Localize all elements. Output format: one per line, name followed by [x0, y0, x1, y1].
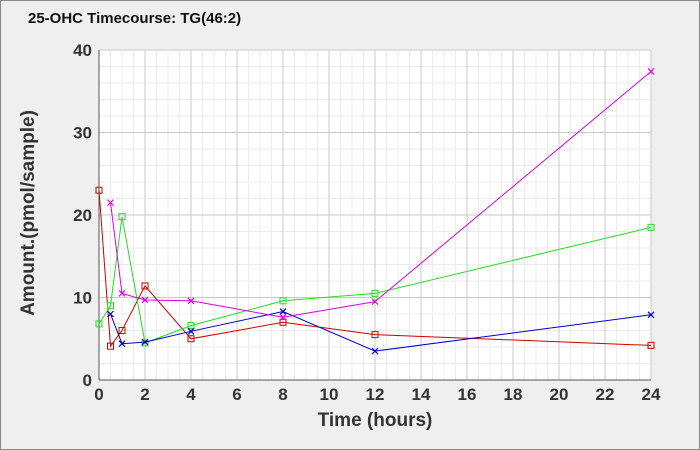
- data-point: [187, 322, 195, 330]
- data-point: [187, 297, 195, 305]
- x-tick-label: 12: [366, 385, 385, 404]
- data-point: [279, 313, 287, 321]
- x-tick-label: 8: [278, 385, 287, 404]
- series-4: [107, 68, 655, 321]
- data-point: [279, 308, 287, 315]
- x-tick-label: 6: [232, 385, 241, 404]
- x-tick-label: 2: [140, 385, 149, 404]
- data-point: [279, 297, 287, 305]
- series-3: [107, 308, 655, 355]
- data-point: [647, 311, 655, 319]
- series-1: [95, 186, 655, 350]
- data-point: [187, 327, 195, 335]
- y-tick-label: 30: [73, 124, 92, 143]
- data-point: [647, 341, 655, 349]
- data-point: [371, 347, 379, 355]
- x-tick-label: 24: [642, 385, 661, 404]
- axes: [98, 50, 651, 381]
- data-point: [647, 68, 655, 75]
- x-tick-label: 16: [458, 385, 477, 404]
- grid: [98, 49, 652, 381]
- data-point: [107, 199, 114, 207]
- x-tick-label: 4: [186, 385, 196, 404]
- data-point: [107, 310, 114, 318]
- data-point: [107, 342, 114, 350]
- y-axis-label: Amount.(pmol/sample): [18, 110, 39, 316]
- data-point: [141, 282, 149, 290]
- series-line: [98, 216, 652, 344]
- data-point: [107, 302, 114, 310]
- data-point: [371, 331, 379, 339]
- chart-title: 25-OHC Timecourse: TG(46:2): [28, 10, 242, 27]
- x-tick-label: 0: [94, 385, 103, 404]
- y-tick-label: 0: [83, 371, 92, 390]
- data-point: [141, 296, 149, 304]
- data-point: [118, 327, 126, 334]
- data-point: [279, 318, 287, 326]
- y-tick-label: 20: [73, 206, 92, 225]
- x-tick-label: 20: [550, 385, 569, 404]
- y-tick-label: 10: [73, 289, 92, 308]
- data-point: [141, 339, 149, 347]
- series-layer: [95, 68, 655, 355]
- data-point: [371, 289, 379, 297]
- x-axis-label: Time (hours): [318, 410, 433, 431]
- data-point: [95, 186, 103, 194]
- x-tick-label: 18: [504, 385, 523, 404]
- x-tick-label: 14: [412, 385, 431, 404]
- data-point: [95, 320, 103, 328]
- y-tick-label: 40: [73, 41, 92, 60]
- data-point: [118, 340, 126, 348]
- x-tick-label: 22: [596, 385, 615, 404]
- data-point: [187, 335, 195, 343]
- series-2: [95, 213, 655, 347]
- x-tick-label: 10: [320, 385, 339, 404]
- data-point: [371, 298, 379, 306]
- data-point: [118, 289, 126, 297]
- data-point: [647, 223, 655, 231]
- data-point: [141, 338, 149, 346]
- data-point: [118, 213, 126, 221]
